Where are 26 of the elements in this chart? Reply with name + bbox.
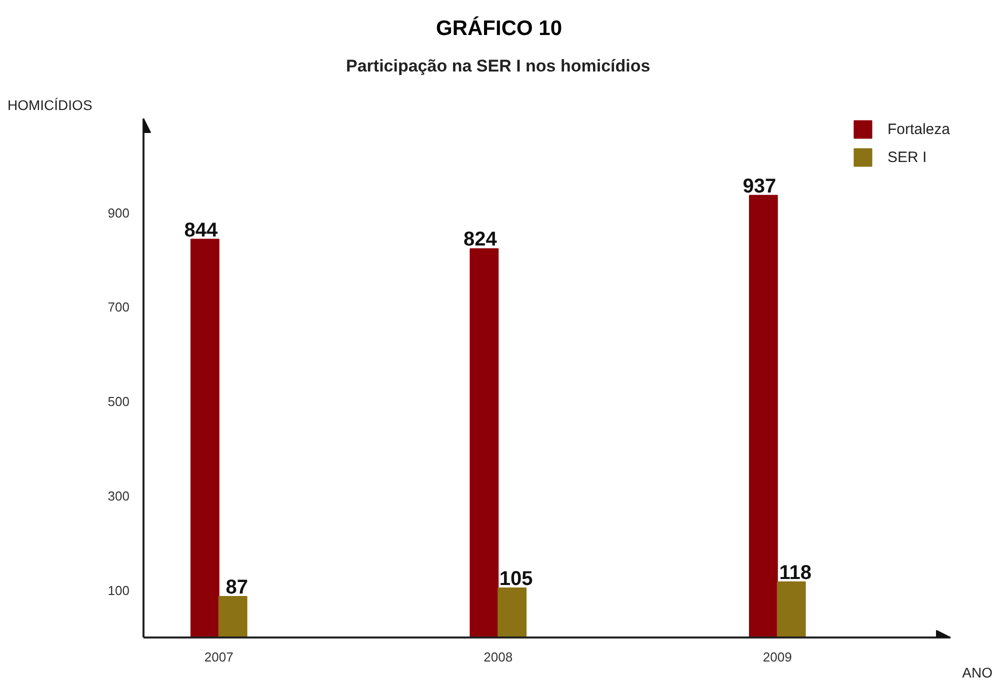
bar [218,596,248,638]
chart-title: GRÁFICO 10 [436,16,562,40]
y-axis-title: HOMICÍDIOS [8,97,92,113]
data-label: 824 [463,228,498,251]
y-tick-label: 300 [108,488,130,504]
bar [190,238,220,638]
x-tick-label: 2007 [204,650,234,664]
data-label: 844 [184,219,218,242]
x-tick-label: 2008 [484,650,513,664]
y-tick-label: 100 [108,582,130,598]
bar [748,194,778,638]
y-tick-label: 700 [108,300,130,315]
data-label: 87 [226,576,248,598]
data-label: 105 [499,568,533,590]
bar [498,587,527,638]
x-tick-label: 2009 [762,650,792,664]
x-axis-title: ANO [962,664,993,680]
data-label: 118 [779,562,812,584]
bar [470,248,499,638]
legend-label: Fortaleza [887,120,950,138]
legend-label: SER I [887,148,927,166]
y-tick-label: 500 [108,394,130,410]
chart-subtitle: Participação na SER I nos homicídios [346,56,650,76]
y-tick-label: 900 [108,205,130,220]
data-label: 937 [742,175,776,198]
bar [776,581,806,638]
